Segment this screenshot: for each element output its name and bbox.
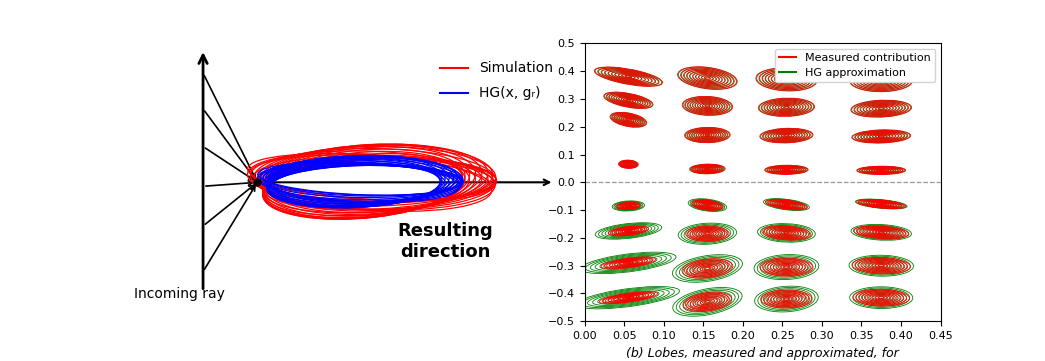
- Text: Resulting
direction: Resulting direction: [398, 222, 493, 261]
- Legend: Measured contribution, HG approximation: Measured contribution, HG approximation: [774, 49, 935, 82]
- Legend: Simulation, HG(x, gᵣ): Simulation, HG(x, gᵣ): [435, 56, 558, 106]
- X-axis label: (b) Lobes, measured and approximated, for: (b) Lobes, measured and approximated, fo…: [626, 347, 899, 360]
- Text: Incoming ray: Incoming ray: [134, 287, 225, 301]
